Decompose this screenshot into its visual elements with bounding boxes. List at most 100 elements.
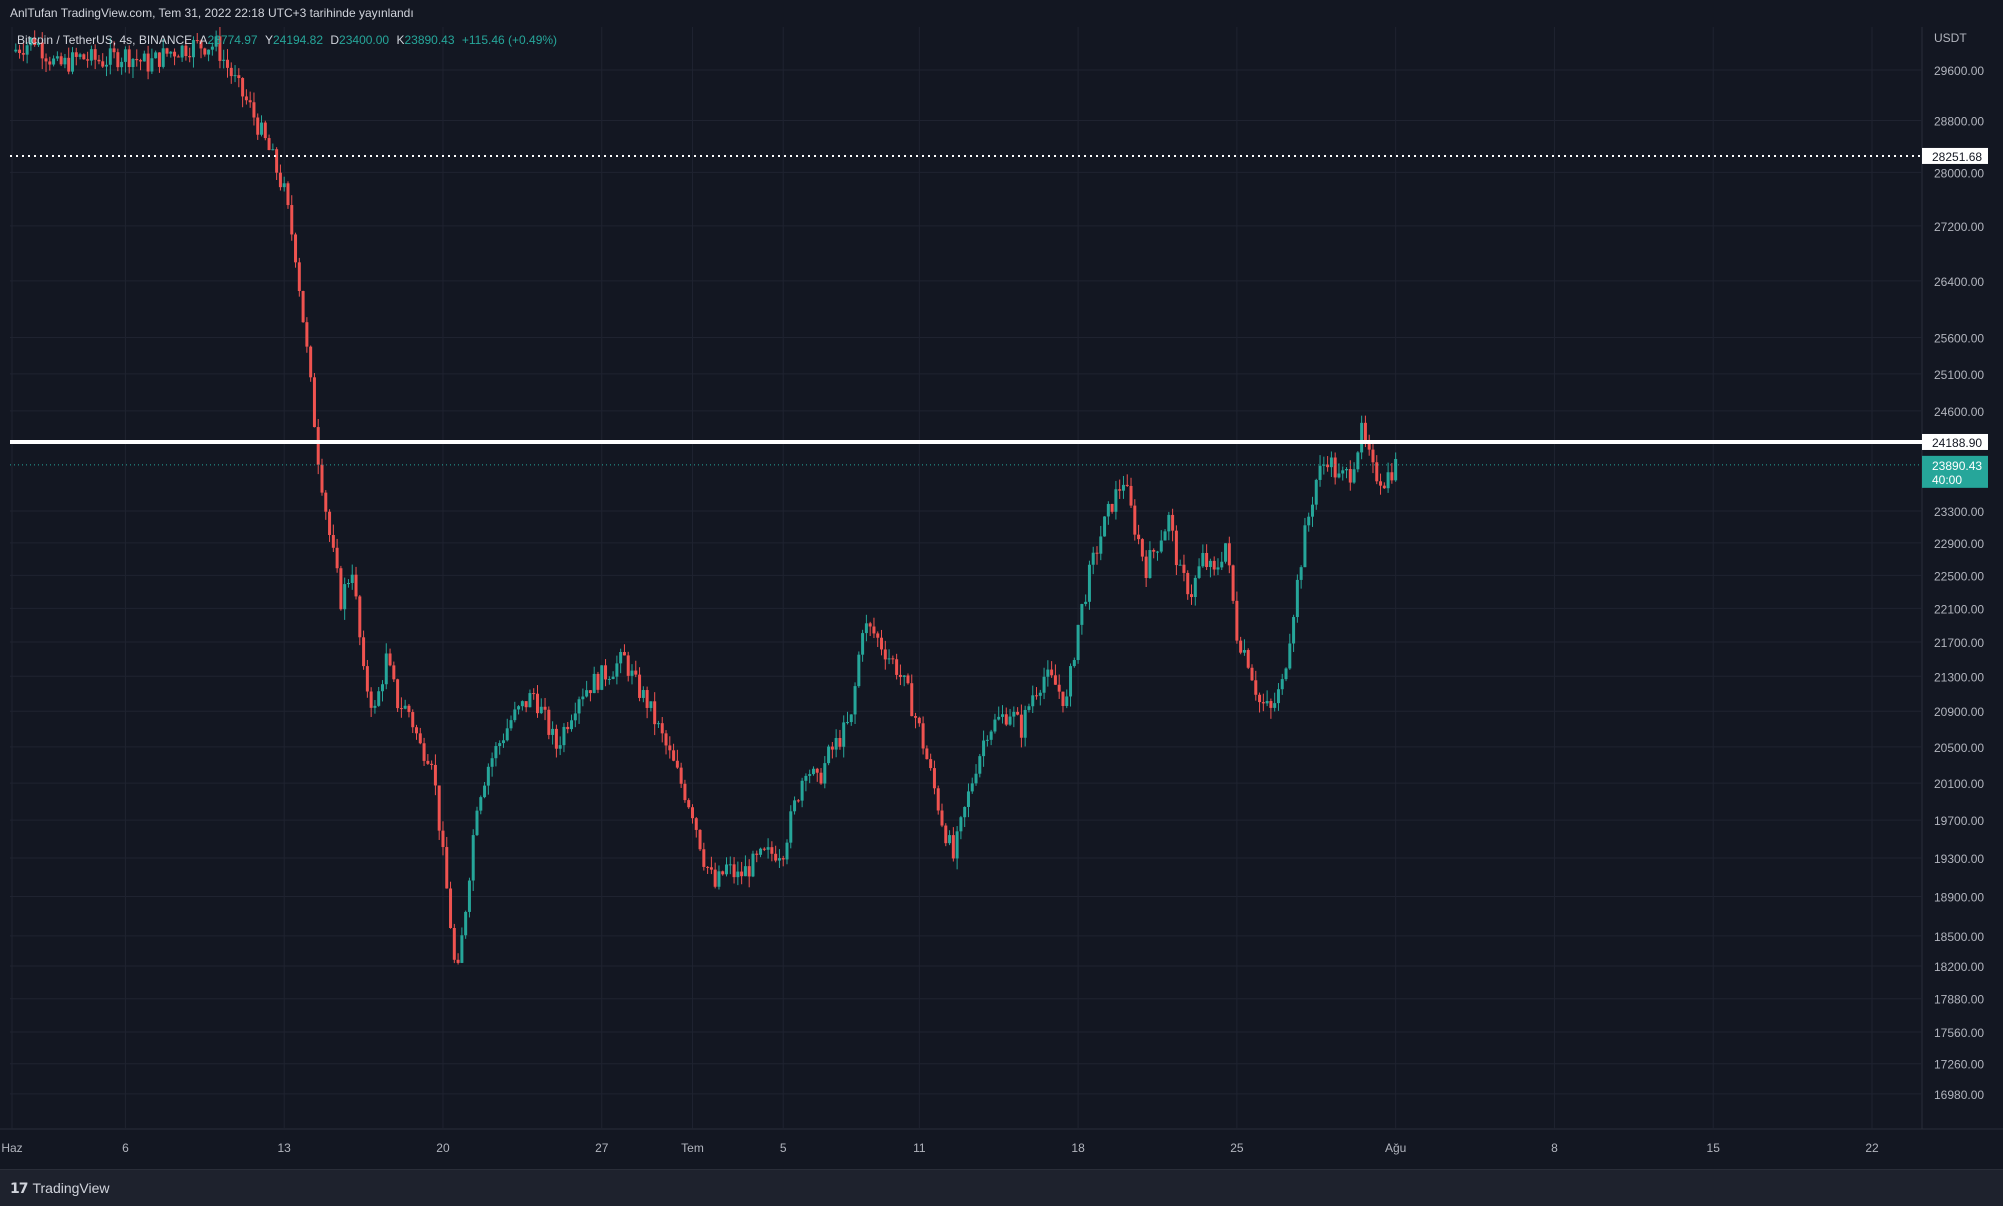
candle-body	[1329, 457, 1333, 468]
candle-body	[278, 172, 282, 188]
price-tick-label: 17260.00	[1934, 1058, 1984, 1072]
candle-body	[388, 653, 392, 666]
candle-body	[766, 847, 770, 850]
candle-body	[214, 36, 218, 47]
candle-body	[1072, 660, 1076, 667]
candle-body	[585, 690, 589, 697]
candle-body	[70, 52, 74, 72]
candle-body	[1216, 567, 1220, 570]
candle-body	[1235, 600, 1239, 641]
candle-body	[127, 49, 131, 68]
candle-body	[849, 714, 853, 723]
candle-body	[978, 756, 982, 774]
candle-body	[1258, 694, 1262, 703]
publish-header: AnlTufan TradingView.com, Tem 31, 2022 2…	[0, 0, 2003, 27]
candles-group	[14, 27, 1398, 965]
candle-body	[1318, 465, 1322, 480]
candle-body	[48, 61, 52, 65]
chart-panel[interactable]: 29600.00 28800.00 28000.00 27200.00 26400.00…	[0, 27, 2003, 1169]
high-value: 24194.82	[272, 33, 324, 47]
candle-body	[86, 59, 90, 61]
candle-body	[89, 49, 93, 61]
candle-body	[1345, 469, 1349, 471]
candle-body	[33, 37, 37, 46]
candle-body	[165, 48, 169, 54]
high-label: Y	[264, 33, 273, 47]
last-price-tag	[1922, 455, 1988, 488]
symbol-legend[interactable]: Bitcoin / TetherUS, 4s, BINANCE A23774.9…	[17, 33, 557, 47]
candle-body	[702, 849, 706, 867]
candle-body	[1095, 552, 1099, 554]
candle-body	[755, 853, 759, 855]
candle-body	[615, 663, 619, 677]
candle-body	[566, 726, 570, 730]
candle-body	[622, 652, 626, 656]
candle-body	[403, 705, 407, 709]
candle-body	[698, 829, 702, 850]
price-tick-label: 20100.00	[1934, 777, 1984, 791]
price-tick-label: 16980.00	[1934, 1088, 1984, 1102]
candle-body	[679, 767, 683, 784]
candle-body	[1352, 469, 1356, 483]
candle-body	[1390, 472, 1394, 481]
candle-body	[600, 665, 604, 690]
candle-body	[759, 848, 763, 855]
level-price-label: 24188.90	[1932, 436, 1982, 450]
candle-body	[222, 59, 226, 61]
candle-body	[305, 322, 309, 347]
candle-body	[607, 678, 611, 680]
time-tick-label: 5	[780, 1141, 787, 1155]
tradingview-logo[interactable]: 17 TradingView	[10, 1180, 110, 1197]
price-tick-label: 22500.00	[1934, 569, 1984, 583]
price-chart[interactable]: 29600.00 28800.00 28000.00 27200.00 26400.00…	[0, 27, 2003, 1169]
candle-body	[732, 864, 736, 878]
candle-body	[1110, 503, 1114, 512]
candle-body	[921, 723, 925, 749]
candle-body	[191, 40, 195, 58]
candle-body	[139, 60, 143, 62]
candle-body	[40, 42, 44, 59]
candle-body	[233, 75, 237, 77]
price-tick-label: 18900.00	[1934, 891, 1984, 905]
candle-body	[1246, 650, 1250, 668]
candle-body	[1061, 691, 1065, 707]
candle-body	[687, 800, 691, 808]
candle-body	[517, 706, 521, 710]
candle-body	[112, 48, 116, 53]
candle-body	[970, 783, 974, 792]
candle-body	[1382, 485, 1386, 489]
candle-body	[887, 658, 891, 660]
candle-body	[218, 36, 222, 61]
candle-body	[445, 847, 449, 889]
price-tick-label: 26400.00	[1934, 275, 1984, 289]
candle-body	[365, 666, 369, 692]
candle-body	[1000, 714, 1004, 717]
price-tick-label: 19300.00	[1934, 852, 1984, 866]
close-label: K	[396, 33, 405, 47]
candle-body	[294, 234, 298, 263]
time-tick-label: 20	[436, 1141, 450, 1155]
candle-body	[634, 670, 638, 675]
time-tick-label: Tem	[681, 1141, 704, 1155]
candle-body	[1205, 552, 1209, 568]
candle-body	[709, 867, 713, 870]
open-label: A	[199, 33, 208, 47]
candle-body	[1076, 624, 1080, 661]
candle-body	[740, 871, 744, 877]
candle-body	[392, 665, 396, 680]
candle-body	[1069, 666, 1073, 697]
candle-body	[528, 693, 532, 708]
candle-body	[1137, 534, 1141, 540]
candle-body	[1341, 470, 1345, 474]
candle-body	[343, 584, 347, 610]
symbol-title[interactable]: Bitcoin / TetherUS, 4s, BINANCE	[17, 33, 193, 47]
candle-body	[1371, 449, 1375, 463]
price-tick-label: 18200.00	[1934, 960, 1984, 974]
candle-body	[467, 880, 471, 912]
candle-body	[789, 811, 793, 843]
candle-body	[1212, 560, 1216, 570]
candle-body	[494, 746, 498, 759]
candle-body	[1031, 695, 1035, 707]
candle-body	[543, 706, 547, 710]
candle-body	[1227, 543, 1231, 566]
